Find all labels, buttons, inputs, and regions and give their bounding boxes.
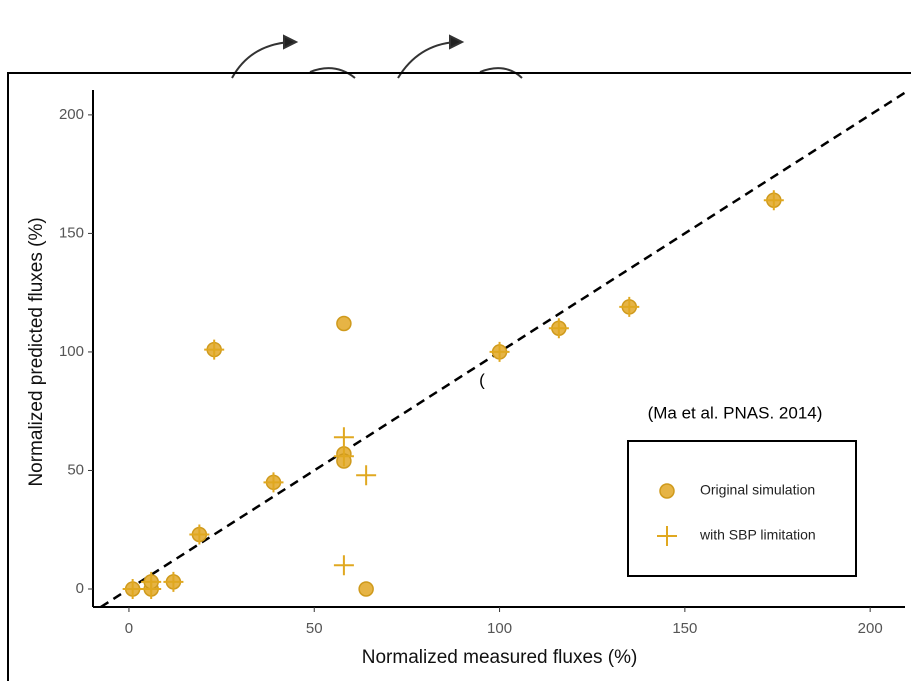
point (763, 190, 784, 211)
point (333, 446, 354, 467)
legend-marker (659, 483, 675, 499)
frame (7, 72, 911, 681)
point (489, 341, 510, 362)
point (333, 555, 354, 576)
x-tick-label: 50 (306, 620, 323, 637)
point (619, 296, 640, 317)
legend-box (627, 440, 857, 577)
y-tick-label: 150 (59, 224, 84, 241)
point (336, 315, 352, 332)
arrowhead (449, 34, 465, 50)
x-axis-label: Normalized measured fluxes (%) (362, 647, 638, 668)
point (122, 578, 143, 599)
point (356, 465, 377, 486)
y-tick-label: 50 (67, 461, 84, 478)
identity-line (100, 91, 906, 609)
chart: 0 50 100 150 200 0 50 100 150 200 Normalized measu… (26, 90, 906, 668)
point (204, 339, 225, 360)
point (189, 524, 210, 545)
arrow-arc (479, 67, 523, 79)
x-tick-label: 100 (487, 620, 512, 637)
point (163, 571, 184, 592)
arrow-arc (309, 67, 356, 79)
arrowhead (283, 34, 299, 50)
point (548, 318, 569, 339)
x-tick-label: 0 (125, 620, 133, 637)
x-tick-label: 200 (858, 620, 883, 637)
legend-marker (657, 526, 677, 546)
point (333, 427, 354, 448)
annotation: ( (479, 370, 485, 389)
point (263, 472, 284, 493)
legend-label: with SBP limitation (699, 527, 816, 543)
y-axis-label: Normalized predicted fluxes (%) (26, 217, 47, 486)
annotation: (Ma et al. PNAS. 2014) (648, 403, 823, 422)
point (358, 581, 374, 597)
background-decor (231, 34, 523, 79)
legend-label: Original simulation (700, 482, 815, 498)
y-tick-label: 100 (59, 343, 84, 360)
y-tick-label: 200 (59, 106, 84, 123)
x-tick-label: 150 (672, 620, 697, 637)
point (141, 571, 162, 592)
y-tick-label: 0 (76, 580, 84, 597)
